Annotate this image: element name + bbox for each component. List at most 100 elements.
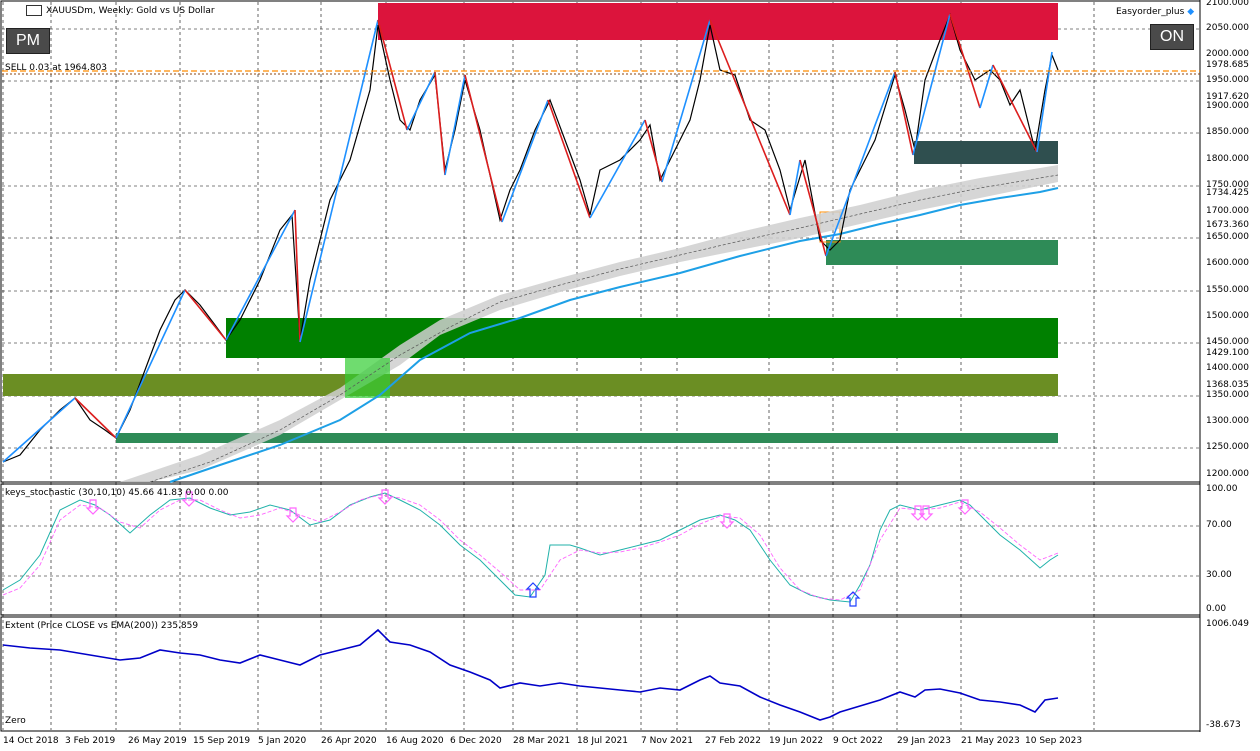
chart-type-icon [26, 5, 42, 16]
time-tick-label: 21 May 2023 [961, 736, 1020, 746]
extent-pane-border [0, 616, 1201, 732]
price-tick-label: 2000.000 [1206, 49, 1249, 59]
price-tick-label: 1900.000 [1206, 101, 1249, 111]
big-demand-zone[interactable] [226, 318, 1058, 358]
zigzag-down-1 [74, 397, 117, 439]
price-tick-label: 1673.360 [1206, 220, 1249, 230]
buy-arrow-icon [525, 582, 541, 598]
on-button[interactable]: ON [1150, 24, 1194, 50]
price-tick-label: 1450.000 [1206, 337, 1249, 347]
zigzag-down-12 [949, 13, 981, 109]
ema-cloud [120, 165, 1058, 482]
zigzag-down-11 [894, 71, 914, 156]
price-tick-label: 1800.000 [1206, 154, 1249, 164]
zigzag-up-3 [225, 209, 296, 341]
sell-arrow-icon [910, 505, 926, 521]
stoch-level-label: 70.00 [1206, 520, 1232, 530]
sell-arrow-icon [918, 505, 934, 521]
time-tick-label: 26 Apr 2020 [321, 736, 377, 746]
stoch-signal-line [2, 494, 1059, 601]
zigzag-up-7 [501, 99, 549, 223]
zigzag-up-13 [979, 64, 994, 109]
price-tick-label: 1429.100 [1206, 348, 1249, 358]
sell-arrow-icon [85, 499, 101, 515]
price-tick-label: 1550.000 [1206, 285, 1249, 295]
zigzag-up-5 [406, 71, 436, 131]
zigzag-up-11 [825, 71, 896, 257]
price-tick-label: 1978.685 [1206, 60, 1249, 70]
extent-bottom-value: -38.673 [1206, 720, 1241, 730]
sell-arrow-icon [377, 489, 393, 505]
zigzag-down-2 [184, 289, 227, 341]
price-tick-label: 2100.000 [1206, 0, 1249, 8]
extent-label: Extent (Price CLOSE vs EMA(200)) 235.859 [5, 621, 199, 631]
time-tick-label: 3 Feb 2019 [65, 736, 116, 746]
time-tick-label: 9 Oct 2022 [833, 736, 883, 746]
thin-zone[interactable] [116, 433, 1058, 443]
time-tick-label: 10 Sep 2023 [1025, 736, 1083, 746]
vertical-grid [2, 2, 1095, 730]
olive-zone[interactable] [3, 374, 1058, 396]
zigzag-down-9 [709, 19, 791, 216]
zigzag-up-4 [299, 19, 379, 343]
stoch-sell-arrows [85, 489, 973, 529]
order-label: SELL 0.03 at 1964.803 [5, 63, 108, 73]
zigzag-up-1 [2, 397, 76, 463]
zigzag-down-10 [799, 159, 827, 257]
zigzag-up-6 [444, 74, 466, 176]
stoch-level-label: 0.00 [1206, 604, 1227, 614]
price-tick-label: 1350.000 [1206, 390, 1249, 400]
time-tick-label: 7 Nov 2021 [641, 736, 693, 746]
zigzag-up-2 [115, 289, 186, 439]
price-tick-label: 1250.000 [1206, 442, 1249, 452]
price-tick-label: 1400.000 [1206, 363, 1249, 373]
price-tick-label: 1950.000 [1206, 75, 1249, 85]
green-gradient-block [345, 358, 390, 398]
demand-zone-green[interactable] [826, 240, 1058, 265]
extent-zero-label: Zero [5, 716, 26, 726]
pm-button[interactable]: PM [6, 28, 50, 54]
time-tick-label: 28 Mar 2021 [513, 736, 571, 746]
time-tick-label: 27 Feb 2022 [705, 736, 762, 746]
stoch-label: keys_stochastic (30,10,10) 45.66 41.83 0… [5, 488, 229, 498]
zigzag-up-9 [661, 19, 711, 183]
zigzag-down-5 [434, 71, 446, 176]
zigzag-down-4 [377, 19, 408, 131]
expert-label: Easyorder_plus ◆ [1116, 7, 1195, 17]
sell-arrow-icon [181, 491, 197, 507]
time-tick-label: 26 May 2019 [128, 736, 187, 746]
zigzag-down-7 [547, 99, 591, 219]
price-tick-label: 1734.425 [1206, 188, 1249, 198]
time-tick-label: 29 Jan 2023 [897, 736, 951, 746]
ema-line [169, 187, 1059, 483]
zigzag-down-6 [464, 74, 503, 223]
extent-line [2, 628, 1059, 721]
price-tick-label: 2050.000 [1206, 23, 1249, 33]
time-tick-label: 15 Sep 2019 [193, 736, 251, 746]
price-tick-label: 1917.620 [1206, 92, 1249, 102]
price-series [2, 13, 1059, 463]
demand-zone-dark[interactable] [914, 141, 1058, 164]
time-tick-label: 6 Dec 2020 [450, 736, 502, 746]
time-tick-label: 19 Jun 2022 [769, 736, 824, 746]
time-tick-label: 18 Jul 2021 [577, 736, 628, 746]
ema-dashed-line [149, 174, 1059, 483]
zigzag-up-10 [789, 159, 801, 216]
price-tick-label: 1500.000 [1206, 311, 1249, 321]
price-tick-label: 1600.000 [1206, 258, 1249, 268]
buy-arrow-icon [845, 591, 861, 607]
stoch-level-label: 100.00 [1206, 484, 1238, 494]
price-tick-label: 1368.035 [1206, 380, 1249, 390]
price-tick-label: 1750.000 [1206, 180, 1249, 190]
time-tick-label: 14 Oct 2018 [3, 736, 59, 746]
zigzag-down-3 [294, 209, 301, 343]
price-tick-label: 1200.000 [1206, 469, 1249, 479]
zigzag-down-13 [992, 64, 1038, 153]
graduation-cap-icon: ◆ [1187, 7, 1195, 17]
zigzag-up-8 [589, 119, 646, 219]
time-tick-label: 5 Jan 2020 [258, 736, 307, 746]
zigzag-down-8 [644, 119, 663, 183]
price-tick-label: 1300.000 [1206, 416, 1249, 426]
sell-arrow-icon [285, 507, 301, 523]
